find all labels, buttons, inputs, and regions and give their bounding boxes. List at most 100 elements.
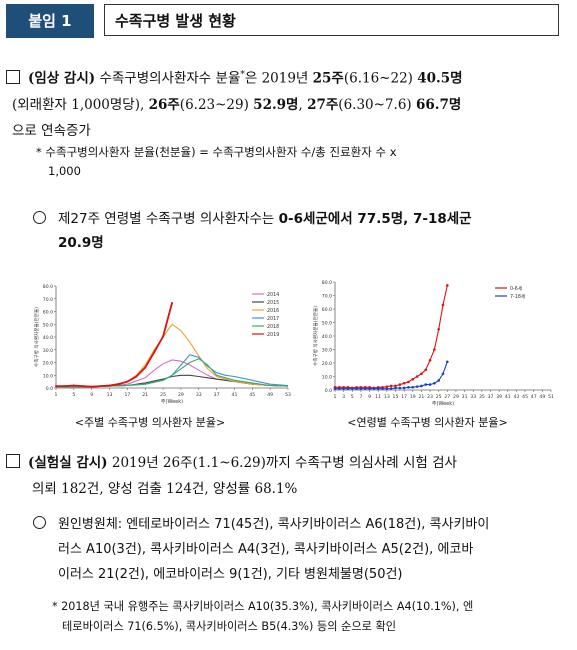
y-tick-label: 60.0 bbox=[322, 307, 332, 313]
x-tick-label: 17 bbox=[124, 392, 130, 398]
square-bullet-icon bbox=[6, 454, 20, 468]
data-point bbox=[153, 351, 156, 354]
x-tick-label: 33 bbox=[470, 394, 476, 400]
data-point bbox=[108, 384, 111, 387]
data-point bbox=[420, 384, 423, 388]
y-axis-label: 수족구병 의사환자분율(천분율) bbox=[33, 307, 40, 367]
data-point bbox=[117, 383, 120, 386]
week-26: 26주 bbox=[148, 96, 180, 113]
clinical-text: (외래환자 1,000명당), bbox=[12, 96, 149, 113]
data-point bbox=[407, 380, 410, 384]
data-point bbox=[446, 284, 449, 287]
data-point bbox=[415, 375, 419, 378]
data-point bbox=[424, 368, 428, 372]
lab-heading: (실험실 감시) bbox=[28, 455, 108, 471]
data-point bbox=[411, 386, 415, 389]
data-point bbox=[359, 387, 363, 390]
pathogen-line-1: 원인병원체: 엔테로바이러스 71(45건), 콕사키바이러스 A6(18건),… bbox=[58, 517, 490, 532]
x-tick-label: 9 bbox=[368, 394, 371, 400]
clinical-footnote-1: * 수족구병의사환자 분율(천분율) = 수족구병의사환자 수/총 진료환자 수… bbox=[36, 145, 397, 159]
data-point bbox=[385, 385, 389, 388]
x-tick-label: 5 bbox=[351, 394, 354, 400]
pathogen-line-2: 러스 A10(3건), 콕사키바이러스 A4(3건), 콕사키바이러스 A5(2… bbox=[58, 542, 474, 557]
data-point bbox=[437, 327, 440, 331]
data-point bbox=[411, 377, 415, 381]
data-point bbox=[398, 383, 402, 386]
data-point bbox=[433, 381, 436, 385]
data-point bbox=[420, 372, 423, 376]
x-axis-label: 주(Week) bbox=[161, 399, 183, 405]
x-tick-label: 1 bbox=[334, 394, 337, 400]
x-tick-label: 49 bbox=[267, 392, 273, 398]
legend-label: 2019 bbox=[267, 332, 279, 338]
x-axis-label: 주(Week) bbox=[432, 401, 454, 406]
clinical-paragraph: (임상 감시) 수족구병의사환자수 분율*은 2019년 25주(6.16~22… bbox=[6, 62, 571, 144]
data-point bbox=[376, 387, 380, 390]
week-25-range: (6.16~22) bbox=[343, 70, 418, 87]
data-point bbox=[407, 386, 410, 389]
legend-label: 2015 bbox=[267, 300, 279, 306]
x-tick-label: 13 bbox=[384, 394, 390, 400]
data-point bbox=[372, 387, 376, 390]
weekly-chart: 0.0 10.0 20.0 30.0 40.0 50.0 60.0 70.0 80.0 1 5 9 13… bbox=[33, 284, 291, 405]
x-tick-label: 51 bbox=[548, 394, 554, 400]
y-tick-label: 20.0 bbox=[43, 361, 53, 367]
y-tick-label: 50.0 bbox=[43, 322, 53, 328]
x-tick-label: 15 bbox=[393, 394, 399, 400]
clinical-line-1: (임상 감시) 수족구병의사환자수 분율*은 2019년 25주(6.16~22… bbox=[6, 62, 571, 92]
data-point bbox=[72, 384, 75, 387]
section-badge: 붙임 1 bbox=[6, 4, 94, 38]
x-tick-label: 3 bbox=[342, 394, 345, 400]
y-tick-label: 10.0 bbox=[43, 373, 53, 379]
x-tick-label: 27 bbox=[444, 394, 450, 400]
data-point bbox=[389, 384, 393, 388]
data-point bbox=[368, 387, 371, 390]
data-point bbox=[342, 387, 345, 390]
data-point bbox=[398, 386, 402, 390]
x-tick-label: 5 bbox=[72, 392, 75, 398]
y-tick-label: 30.0 bbox=[322, 348, 332, 354]
data-point bbox=[171, 301, 173, 304]
series-line-0-6세 bbox=[335, 285, 448, 389]
data-point bbox=[333, 387, 337, 390]
y-tick-label: 70.0 bbox=[322, 294, 332, 300]
x-tick-label: 37 bbox=[214, 392, 220, 398]
x-tick-label: 19 bbox=[410, 394, 416, 400]
legend-label: 2016 bbox=[267, 308, 279, 314]
data-point bbox=[385, 387, 389, 390]
week-25-value: 40.5명 bbox=[417, 70, 463, 87]
x-tick-label: 29 bbox=[453, 394, 459, 400]
data-point bbox=[162, 335, 165, 338]
x-tick-label: 21 bbox=[142, 392, 148, 398]
y-tick-label: 0.0 bbox=[325, 388, 332, 394]
week-27-range: (6.30~7.6) bbox=[338, 96, 416, 113]
x-tick-label: 45 bbox=[522, 394, 528, 400]
circle-bullet-icon bbox=[33, 211, 46, 224]
age-chart: 0.010.020.030.040.050.060.070.080.01 3 5 7 9… bbox=[312, 280, 554, 406]
data-point bbox=[338, 387, 341, 390]
clinical-text: 수족구병의사환자수 분율 bbox=[95, 70, 241, 87]
data-point bbox=[126, 380, 129, 383]
x-tick-label: 53 bbox=[285, 392, 291, 398]
x-tick-label: 33 bbox=[196, 392, 202, 398]
clinical-footnote-2: 1,000 bbox=[48, 164, 81, 178]
data-point bbox=[99, 385, 102, 388]
data-point bbox=[394, 384, 397, 388]
x-tick-label: 25 bbox=[160, 392, 166, 398]
legend-label: 7-18세 bbox=[510, 293, 525, 300]
x-tick-label: 45 bbox=[249, 392, 255, 398]
age-bullet-values: 0-6세군에서 77.5명, 7-18세군 bbox=[278, 211, 472, 227]
separator: , bbox=[298, 96, 308, 113]
age-bullet-value-2: 20.9명 bbox=[58, 235, 104, 251]
clinical-line-3: 으로 연속증가 bbox=[12, 122, 91, 139]
x-tick-label: 1 bbox=[55, 392, 58, 398]
x-tick-label: 39 bbox=[496, 394, 502, 400]
y-tick-label: 80.0 bbox=[43, 284, 53, 290]
data-point bbox=[424, 383, 428, 386]
y-tick-label: 70.0 bbox=[43, 297, 53, 303]
lab-footnote-1: * 2018년 국내 유행주는 콕사키바이러스 A10(35.3%), 콕사키바… bbox=[52, 600, 474, 613]
lab-line-1: (실험실 감시) 2019년 26주(1.1~6.29)까지 수족구병 의심사례… bbox=[6, 450, 571, 476]
y-tick-label: 10.0 bbox=[322, 375, 332, 381]
series-line-2018 bbox=[56, 358, 289, 388]
lab-footnote-2: 테로바이러스 71(6.5%), 콕사키바이러스 B5(4.3%) 등의 순으로… bbox=[62, 620, 397, 633]
